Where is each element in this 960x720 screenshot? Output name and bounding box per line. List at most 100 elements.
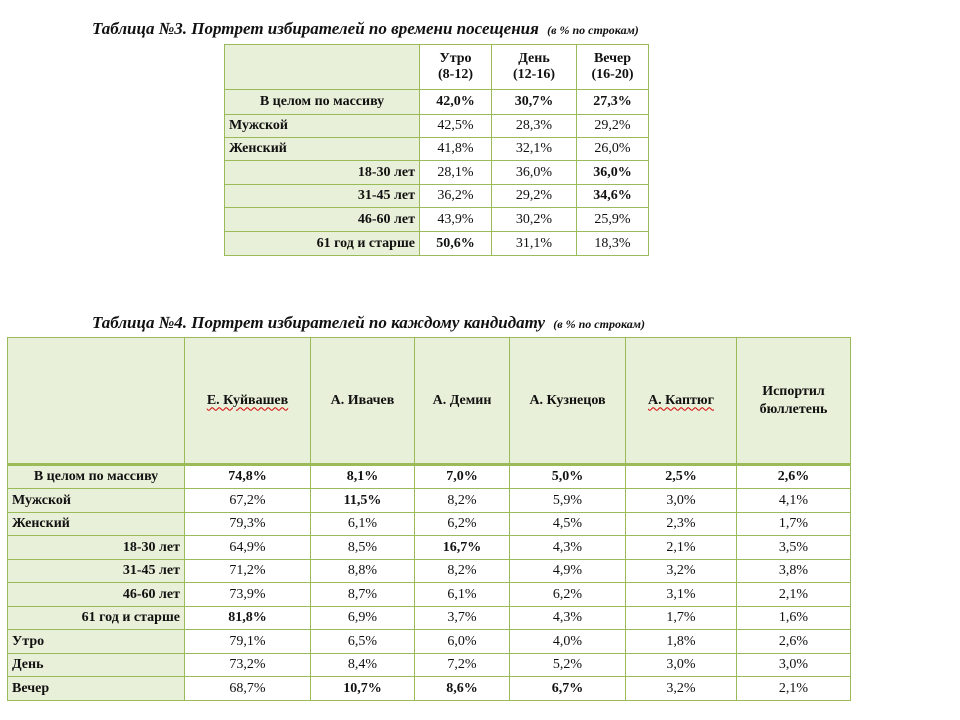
table-cell: 79,3% [184, 512, 311, 536]
table-cell: 3,0% [625, 653, 737, 677]
table4-title-note: (в % по строкам) [553, 317, 645, 331]
table-cell: 4,9% [509, 559, 626, 583]
row-label: Утро [7, 629, 185, 654]
table-cell: 16,7% [414, 535, 510, 560]
table-cell: 6,0% [414, 629, 510, 654]
table-cell: 30,2% [491, 207, 577, 232]
table-cell: 5,9% [509, 488, 626, 513]
row-label: День [7, 653, 185, 677]
table4-col-header: А. Демин [414, 337, 510, 466]
table-cell: 8,5% [310, 535, 415, 560]
table-cell: 8,7% [310, 582, 415, 607]
table-row: 18-30 лет 64,9% 8,5% 16,7% 4,3% 2,1% 3,5… [7, 535, 851, 560]
table4-col-header: А. Кузнецов [509, 337, 626, 466]
table-cell: 29,2% [491, 184, 577, 208]
table-cell: 25,9% [576, 207, 649, 232]
table-cell: 29,2% [576, 114, 649, 138]
row-label: В целом по массиву [7, 463, 185, 489]
table3-col-header: Вечер (16-20) [576, 44, 649, 90]
table-cell: 1,6% [736, 606, 851, 630]
table-cell: 8,2% [414, 488, 510, 513]
row-label: Женский [224, 137, 420, 161]
row-label: 18-30 лет [7, 535, 185, 560]
table3-title-note: (в % по строкам) [547, 23, 639, 37]
table-cell: 8,4% [310, 653, 415, 677]
table4-col-header: Испортил бюллетень [736, 337, 851, 466]
row-label: Женский [7, 512, 185, 536]
table-cell: 10,7% [310, 676, 415, 701]
table-cell: 8,2% [414, 559, 510, 583]
table-cell: 3,7% [414, 606, 510, 630]
table-cell: 11,5% [310, 488, 415, 513]
table-cell: 6,2% [509, 582, 626, 607]
table-cell: 7,2% [414, 653, 510, 677]
table-cell: 5,2% [509, 653, 626, 677]
table-cell: 3,5% [736, 535, 851, 560]
table-cell: 73,9% [184, 582, 311, 607]
table-cell: 6,1% [414, 582, 510, 607]
table-cell: 6,5% [310, 629, 415, 654]
row-label: 31-45 лет [224, 184, 420, 208]
table-cell: 3,1% [625, 582, 737, 607]
table-cell: 4,1% [736, 488, 851, 513]
row-label: 61 год и старше [224, 231, 420, 256]
table-row: 31-45 лет 36,2% 29,2% 34,6% [224, 184, 649, 208]
table-cell: 7,0% [414, 463, 510, 489]
table-cell: 3,2% [625, 676, 737, 701]
table-cell: 4,3% [509, 606, 626, 630]
table-cell: 4,0% [509, 629, 626, 654]
table-cell: 6,1% [310, 512, 415, 536]
table3-header-corner [224, 44, 420, 90]
table3-title-text: Таблица №3. Портрет избирателей по време… [92, 19, 539, 38]
table-row: 46-60 лет 73,9% 8,7% 6,1% 6,2% 3,1% 2,1% [7, 582, 851, 607]
table-cell: 74,8% [184, 463, 311, 489]
table4-col-header: Е. Куйвашев [184, 337, 311, 466]
table-cell: 81,8% [184, 606, 311, 630]
table-cell: 1,8% [625, 629, 737, 654]
table-cell: 28,1% [419, 160, 492, 185]
table-cell: 36,0% [491, 160, 577, 185]
table-cell: 73,2% [184, 653, 311, 677]
row-label: Мужской [224, 114, 420, 138]
table4-title-text: Таблица №4. Портрет избирателей по каждо… [92, 313, 546, 332]
table-row: 46-60 лет 43,9% 30,2% 25,9% [224, 207, 649, 232]
table-row: Мужской 67,2% 11,5% 8,2% 5,9% 3,0% 4,1% [7, 488, 851, 513]
table-cell: 3,2% [625, 559, 737, 583]
row-label: Мужской [7, 488, 185, 513]
table-cell: 28,3% [491, 114, 577, 138]
table-cell: 8,1% [310, 463, 415, 489]
table3-header-row: Утро (8-12) День (12-16) Вечер (16-20) [224, 44, 649, 90]
table4-header-corner [7, 337, 185, 466]
table-row: 61 год и старше 81,8% 6,9% 3,7% 4,3% 1,7… [7, 606, 851, 630]
table4-col-header: А. Ивачев [310, 337, 415, 466]
table-row: Вечер 68,7% 10,7% 8,6% 6,7% 3,2% 2,1% [7, 676, 851, 701]
table-cell: 1,7% [625, 606, 737, 630]
table-cell: 6,9% [310, 606, 415, 630]
table3-col-header: День (12-16) [491, 44, 577, 90]
table3: Утро (8-12) День (12-16) Вечер (16-20) В це… [224, 44, 649, 256]
table-cell: 30,7% [491, 89, 577, 115]
table4-col-header: А. Каптюг [625, 337, 737, 466]
table-cell: 41,8% [419, 137, 492, 161]
row-label: 18-30 лет [224, 160, 420, 185]
table-row: День 73,2% 8,4% 7,2% 5,2% 3,0% 3,0% [7, 653, 851, 677]
table-cell: 6,7% [509, 676, 626, 701]
table-row: В целом по массиву 74,8% 8,1% 7,0% 5,0% … [7, 463, 851, 489]
row-label: 46-60 лет [224, 207, 420, 232]
table-row: 31-45 лет 71,2% 8,8% 8,2% 4,9% 3,2% 3,8% [7, 559, 851, 583]
table-cell: 34,6% [576, 184, 649, 208]
table-cell: 71,2% [184, 559, 311, 583]
table-cell: 42,5% [419, 114, 492, 138]
table-cell: 2,6% [736, 629, 851, 654]
row-label: Вечер [7, 676, 185, 701]
table-cell: 2,1% [736, 676, 851, 701]
table-cell: 8,6% [414, 676, 510, 701]
table-row: Женский 79,3% 6,1% 6,2% 4,5% 2,3% 1,7% [7, 512, 851, 536]
table-cell: 36,0% [576, 160, 649, 185]
table-cell: 43,9% [419, 207, 492, 232]
table-cell: 8,8% [310, 559, 415, 583]
table4-title: Таблица №4. Портрет избирателей по каждо… [92, 313, 645, 333]
table-row: Женский 41,8% 32,1% 26,0% [224, 137, 649, 161]
table3-col-header: Утро (8-12) [419, 44, 492, 90]
table-cell: 2,1% [736, 582, 851, 607]
